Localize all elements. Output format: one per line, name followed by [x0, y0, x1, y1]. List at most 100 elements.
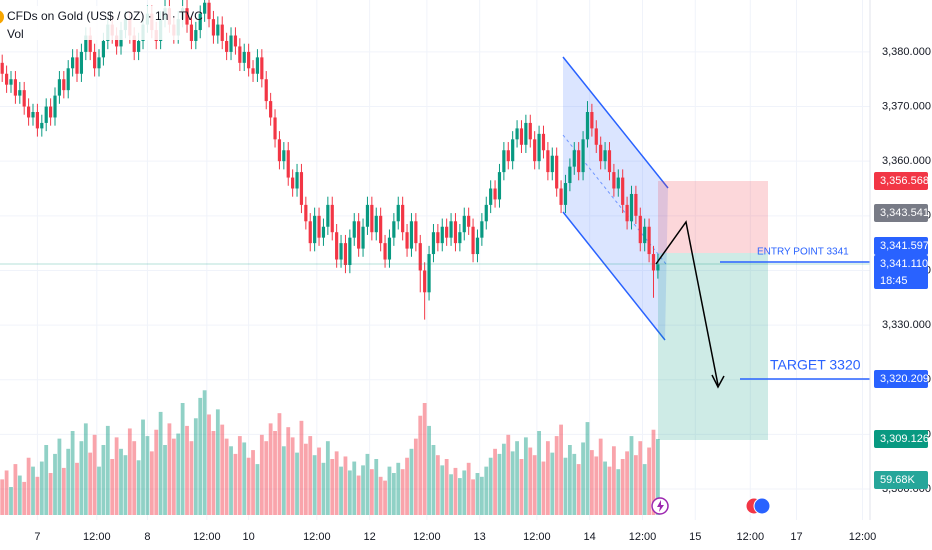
candle-body: [93, 51, 97, 69]
volume-bar: [180, 403, 185, 515]
volume-bar: [61, 467, 66, 515]
volume-bar: [110, 459, 115, 515]
x-tick-label: 12:00: [849, 531, 877, 543]
volume-bar: [251, 450, 255, 515]
x-tick-label: 12:00: [303, 531, 331, 543]
volume-bar: [75, 462, 79, 515]
volume-bar: [356, 475, 361, 515]
volume-pane: [0, 390, 660, 515]
candle-body: [40, 122, 44, 129]
y-tick-label: 3,380.000: [882, 46, 931, 58]
volume-bar: [550, 452, 555, 515]
volume-bar: [88, 452, 93, 515]
candle-body: [233, 35, 238, 47]
candle-body: [238, 46, 242, 63]
candle-body: [308, 221, 312, 244]
volume-bar: [48, 473, 53, 515]
volume-bar: [149, 451, 154, 515]
volume-bar: [528, 447, 533, 515]
candle-body: [431, 232, 436, 255]
candle-body: [88, 35, 92, 52]
candle-body: [387, 237, 392, 260]
candle-body: [264, 79, 268, 102]
candle-body: [207, 2, 211, 20]
flag-icon[interactable]: [753, 497, 771, 515]
volume-bar: [246, 457, 251, 515]
candle-body: [313, 215, 317, 244]
volume-bar: [31, 466, 35, 515]
volume-bar: [457, 478, 462, 515]
candle-body: [291, 177, 295, 189]
candle-body: [62, 79, 66, 91]
candle-body: [409, 221, 414, 249]
candle-body: [515, 128, 519, 140]
volume-bar: [317, 447, 321, 515]
candle-body: [550, 155, 554, 173]
volume-bar: [44, 445, 49, 515]
candle-body: [27, 106, 31, 118]
volume-label: Vol: [7, 27, 24, 41]
candle-body: [440, 226, 444, 244]
volume-bar: [264, 441, 269, 515]
candle-body: [467, 215, 471, 227]
candle-body: [590, 112, 594, 129]
header-bg: [0, 6, 185, 40]
volume-bar: [0, 479, 5, 515]
volume-bar: [431, 445, 436, 515]
candle-body: [484, 204, 488, 222]
volume-bar: [400, 469, 405, 515]
candle-body: [585, 112, 590, 140]
entry-label: ENTRY POINT 3341: [757, 247, 849, 258]
volume-bar: [427, 425, 431, 515]
candle-body: [436, 232, 440, 244]
chart-title: CFDs on Gold (US$ / OZ) · 1h · TVC: [7, 9, 203, 23]
target-label: TARGET 3320: [770, 357, 861, 373]
candle-body: [330, 204, 334, 233]
volume-bar: [484, 466, 489, 515]
candle-body: [621, 177, 625, 205]
candle-body: [220, 24, 224, 41]
candle-body: [317, 215, 321, 238]
candle-body: [581, 139, 585, 173]
volume-bar: [141, 419, 145, 515]
volume-bar: [567, 445, 572, 515]
volume-bar: [13, 464, 18, 515]
candle-body: [18, 90, 22, 96]
volume-bar: [572, 453, 577, 515]
candle-body: [335, 232, 339, 260]
volume-bar: [321, 462, 326, 515]
volume-bar: [17, 475, 22, 515]
volume-bar: [361, 465, 365, 515]
volume-bar: [365, 453, 370, 515]
volume-bar: [220, 424, 225, 515]
volume-bar: [295, 452, 299, 515]
price-tag: [874, 430, 928, 448]
candle-body: [273, 117, 277, 140]
candle-body: [326, 204, 330, 227]
candle-body: [559, 188, 563, 205]
candle-body: [75, 57, 79, 74]
volume-bar: [66, 448, 71, 515]
target-zone: [658, 253, 768, 440]
volume-bar: [633, 455, 638, 515]
volume-bar: [466, 462, 471, 515]
candle-body: [524, 122, 528, 145]
volume-bar: [471, 479, 475, 515]
volume-bar: [418, 415, 423, 515]
candle-body: [374, 215, 378, 233]
volume-bar: [413, 438, 418, 515]
volume-bar: [497, 453, 502, 515]
volume-bar: [405, 457, 409, 515]
volume-bar: [563, 457, 568, 515]
volume-bar: [255, 464, 260, 515]
candle-body: [49, 106, 53, 118]
volume-bar: [651, 429, 656, 515]
volume-bar: [26, 457, 31, 515]
candle-body: [198, 13, 202, 31]
volume-bar: [506, 434, 511, 515]
volume-bar: [79, 441, 84, 515]
volume-bar: [290, 437, 295, 515]
candle-body: [9, 79, 13, 85]
x-tick-label: 14: [584, 531, 596, 543]
